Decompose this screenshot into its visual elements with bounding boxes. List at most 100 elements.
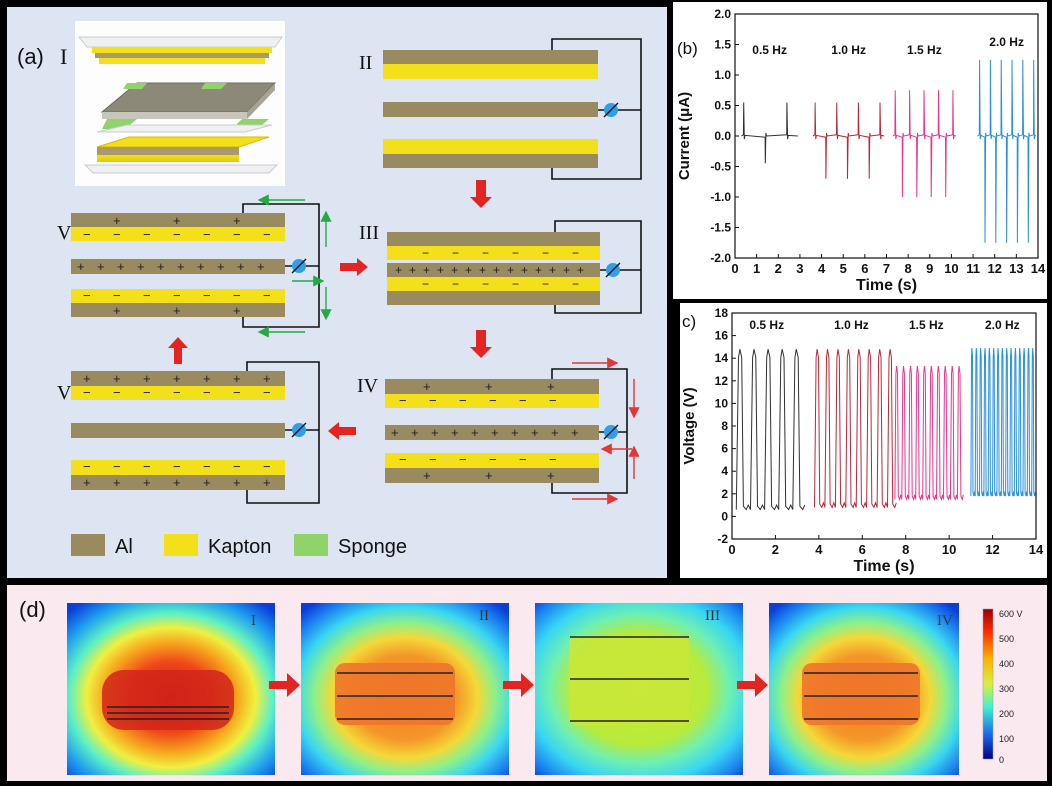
legend-label-al: Al — [115, 536, 133, 558]
charge-row: − − − − − − + + + + + + + + + + + + + + − − − − − − — [395, 246, 584, 291]
colorbar-tick: 100 — [999, 734, 1014, 744]
svg-text:+: + — [437, 263, 444, 277]
svg-text:−: − — [542, 246, 549, 260]
svg-text:+: + — [233, 371, 241, 386]
svg-text:−: − — [173, 385, 181, 400]
panel-a: (a) I II — [7, 7, 667, 578]
svg-text:−: − — [263, 227, 271, 242]
stage-4: IV + + + − − − − − − + + + + + + + + + + − − − − − − + + + — [357, 357, 640, 505]
svg-text:+: + — [197, 259, 205, 274]
svg-text:+: + — [423, 468, 431, 483]
svg-text:+: + — [117, 259, 125, 274]
svg-text:−: − — [489, 452, 497, 467]
x-tick-label: 2 — [772, 542, 779, 557]
frame-2-label: II — [479, 608, 489, 624]
x-tick-label: 8 — [902, 542, 909, 557]
svg-text:+: + — [257, 259, 265, 274]
arrow-right-icon — [340, 258, 368, 276]
x-tick-label: 10 — [942, 542, 956, 557]
svg-text:−: − — [452, 246, 459, 260]
svg-text:+: + — [479, 263, 486, 277]
arrow-right-icon — [737, 673, 768, 697]
x-tick-label: 5 — [840, 261, 847, 276]
panel-a-label: (a) — [17, 44, 44, 69]
svg-text:−: − — [572, 277, 579, 291]
y-tick-label: -2.0 — [710, 251, 731, 265]
current-arrows — [572, 357, 640, 505]
x-axis-label: Time (s) — [853, 558, 914, 575]
current-chart: (b) 0 1 2 3 4 5 6 7 8 9 10 11 12 13 142.01.51.00.50.0-… — [676, 7, 1046, 294]
x-tick-label: 1 — [753, 261, 760, 276]
x-tick-label: 4 — [818, 261, 826, 276]
svg-text:−: − — [512, 246, 519, 260]
x-tick-label: 11 — [966, 261, 980, 276]
stage-1-label: I — [60, 44, 67, 69]
svg-text:−: − — [173, 459, 181, 474]
y-tick-label: -0.5 — [710, 160, 731, 174]
svg-text:+: + — [423, 379, 431, 394]
legend-swatch-kapton — [164, 534, 198, 556]
svg-text:−: − — [203, 288, 211, 303]
stage-5-label: V — [57, 382, 72, 404]
stage-4-label: IV — [357, 375, 379, 397]
arrow-right-icon — [503, 673, 534, 697]
svg-text:+: + — [563, 263, 570, 277]
svg-text:+: + — [157, 259, 165, 274]
series-line-1.0-hz — [814, 349, 897, 509]
arrow-down-icon — [470, 330, 492, 358]
svg-text:+: + — [511, 425, 519, 440]
svg-text:+: + — [549, 263, 556, 277]
legend-label-kapton: Kapton — [208, 536, 271, 558]
frame-4-label: IV — [937, 613, 953, 629]
svg-text:+: + — [395, 263, 402, 277]
arrow-up-icon — [168, 337, 188, 364]
svg-text:−: − — [83, 459, 91, 474]
stage-2-label: II — [359, 52, 372, 74]
colorbar-tick: 400 — [999, 659, 1014, 669]
stage-3: III − − − − − − + + + + + + + + + + + + + + − − − − − − — [359, 220, 642, 314]
svg-text:+: + — [177, 259, 185, 274]
legend-label-sponge: Sponge — [338, 536, 407, 558]
arrow-down-icon — [470, 180, 492, 208]
panel-d-label: (d) — [19, 597, 46, 622]
frame-3: III — [535, 603, 743, 775]
x-tick-label: 0 — [731, 261, 738, 276]
colorbar-tick: 200 — [999, 709, 1014, 719]
svg-text:+: + — [411, 425, 419, 440]
potential-maps: (d) I II III IV 600 V 500 — [19, 597, 1023, 775]
svg-text:+: + — [535, 263, 542, 277]
svg-text:−: − — [399, 393, 407, 408]
svg-text:−: − — [113, 227, 121, 242]
stage-1-render: I — [60, 21, 285, 186]
svg-text:+: + — [113, 475, 121, 490]
x-tick-label: 10 — [944, 261, 958, 276]
series-line-1.5-hz — [892, 90, 956, 198]
svg-text:−: − — [459, 393, 467, 408]
svg-text:−: − — [519, 393, 527, 408]
svg-text:−: − — [422, 277, 429, 291]
svg-text:+: + — [577, 263, 584, 277]
x-axis-label: Time (s) — [856, 277, 917, 294]
x-tick-label: 6 — [859, 542, 866, 557]
svg-text:+: + — [471, 425, 479, 440]
frame-2: II — [301, 603, 509, 775]
svg-text:−: − — [263, 459, 271, 474]
y-tick-label: 0.5 — [714, 99, 731, 113]
svg-text:−: − — [489, 393, 497, 408]
y-tick-label: 2 — [721, 487, 728, 501]
legend: Al Kapton Sponge — [71, 534, 407, 558]
svg-text:+: + — [423, 263, 430, 277]
svg-text:−: − — [143, 227, 151, 242]
svg-text:+: + — [203, 475, 211, 490]
svg-text:−: − — [459, 452, 467, 467]
svg-text:−: − — [83, 227, 91, 242]
panel-d: (d) I II III IV 600 V 500 — [7, 585, 1047, 781]
y-tick-label: 6 — [721, 442, 728, 456]
svg-text:+: + — [113, 303, 121, 318]
svg-text:+: + — [77, 259, 85, 274]
svg-text:−: − — [173, 227, 181, 242]
y-tick-label: 4 — [721, 464, 728, 478]
y-tick-label: 0 — [721, 509, 728, 523]
svg-text:−: − — [482, 277, 489, 291]
